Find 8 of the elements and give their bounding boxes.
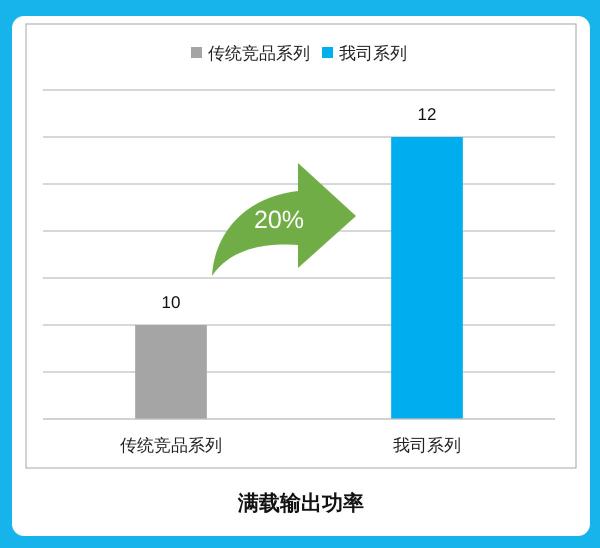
- x-tick-label: 传统竞品系列: [120, 436, 222, 455]
- annotation: 20%: [254, 206, 304, 234]
- text: 满载输出功率: [237, 491, 364, 515]
- data-label: 12: [418, 105, 436, 124]
- x-tick-label: 我司系列: [393, 436, 461, 455]
- legend-label: 传统竞品系列: [208, 44, 310, 63]
- legend-label: 我司系列: [339, 44, 407, 63]
- data-label: 10: [162, 293, 180, 312]
